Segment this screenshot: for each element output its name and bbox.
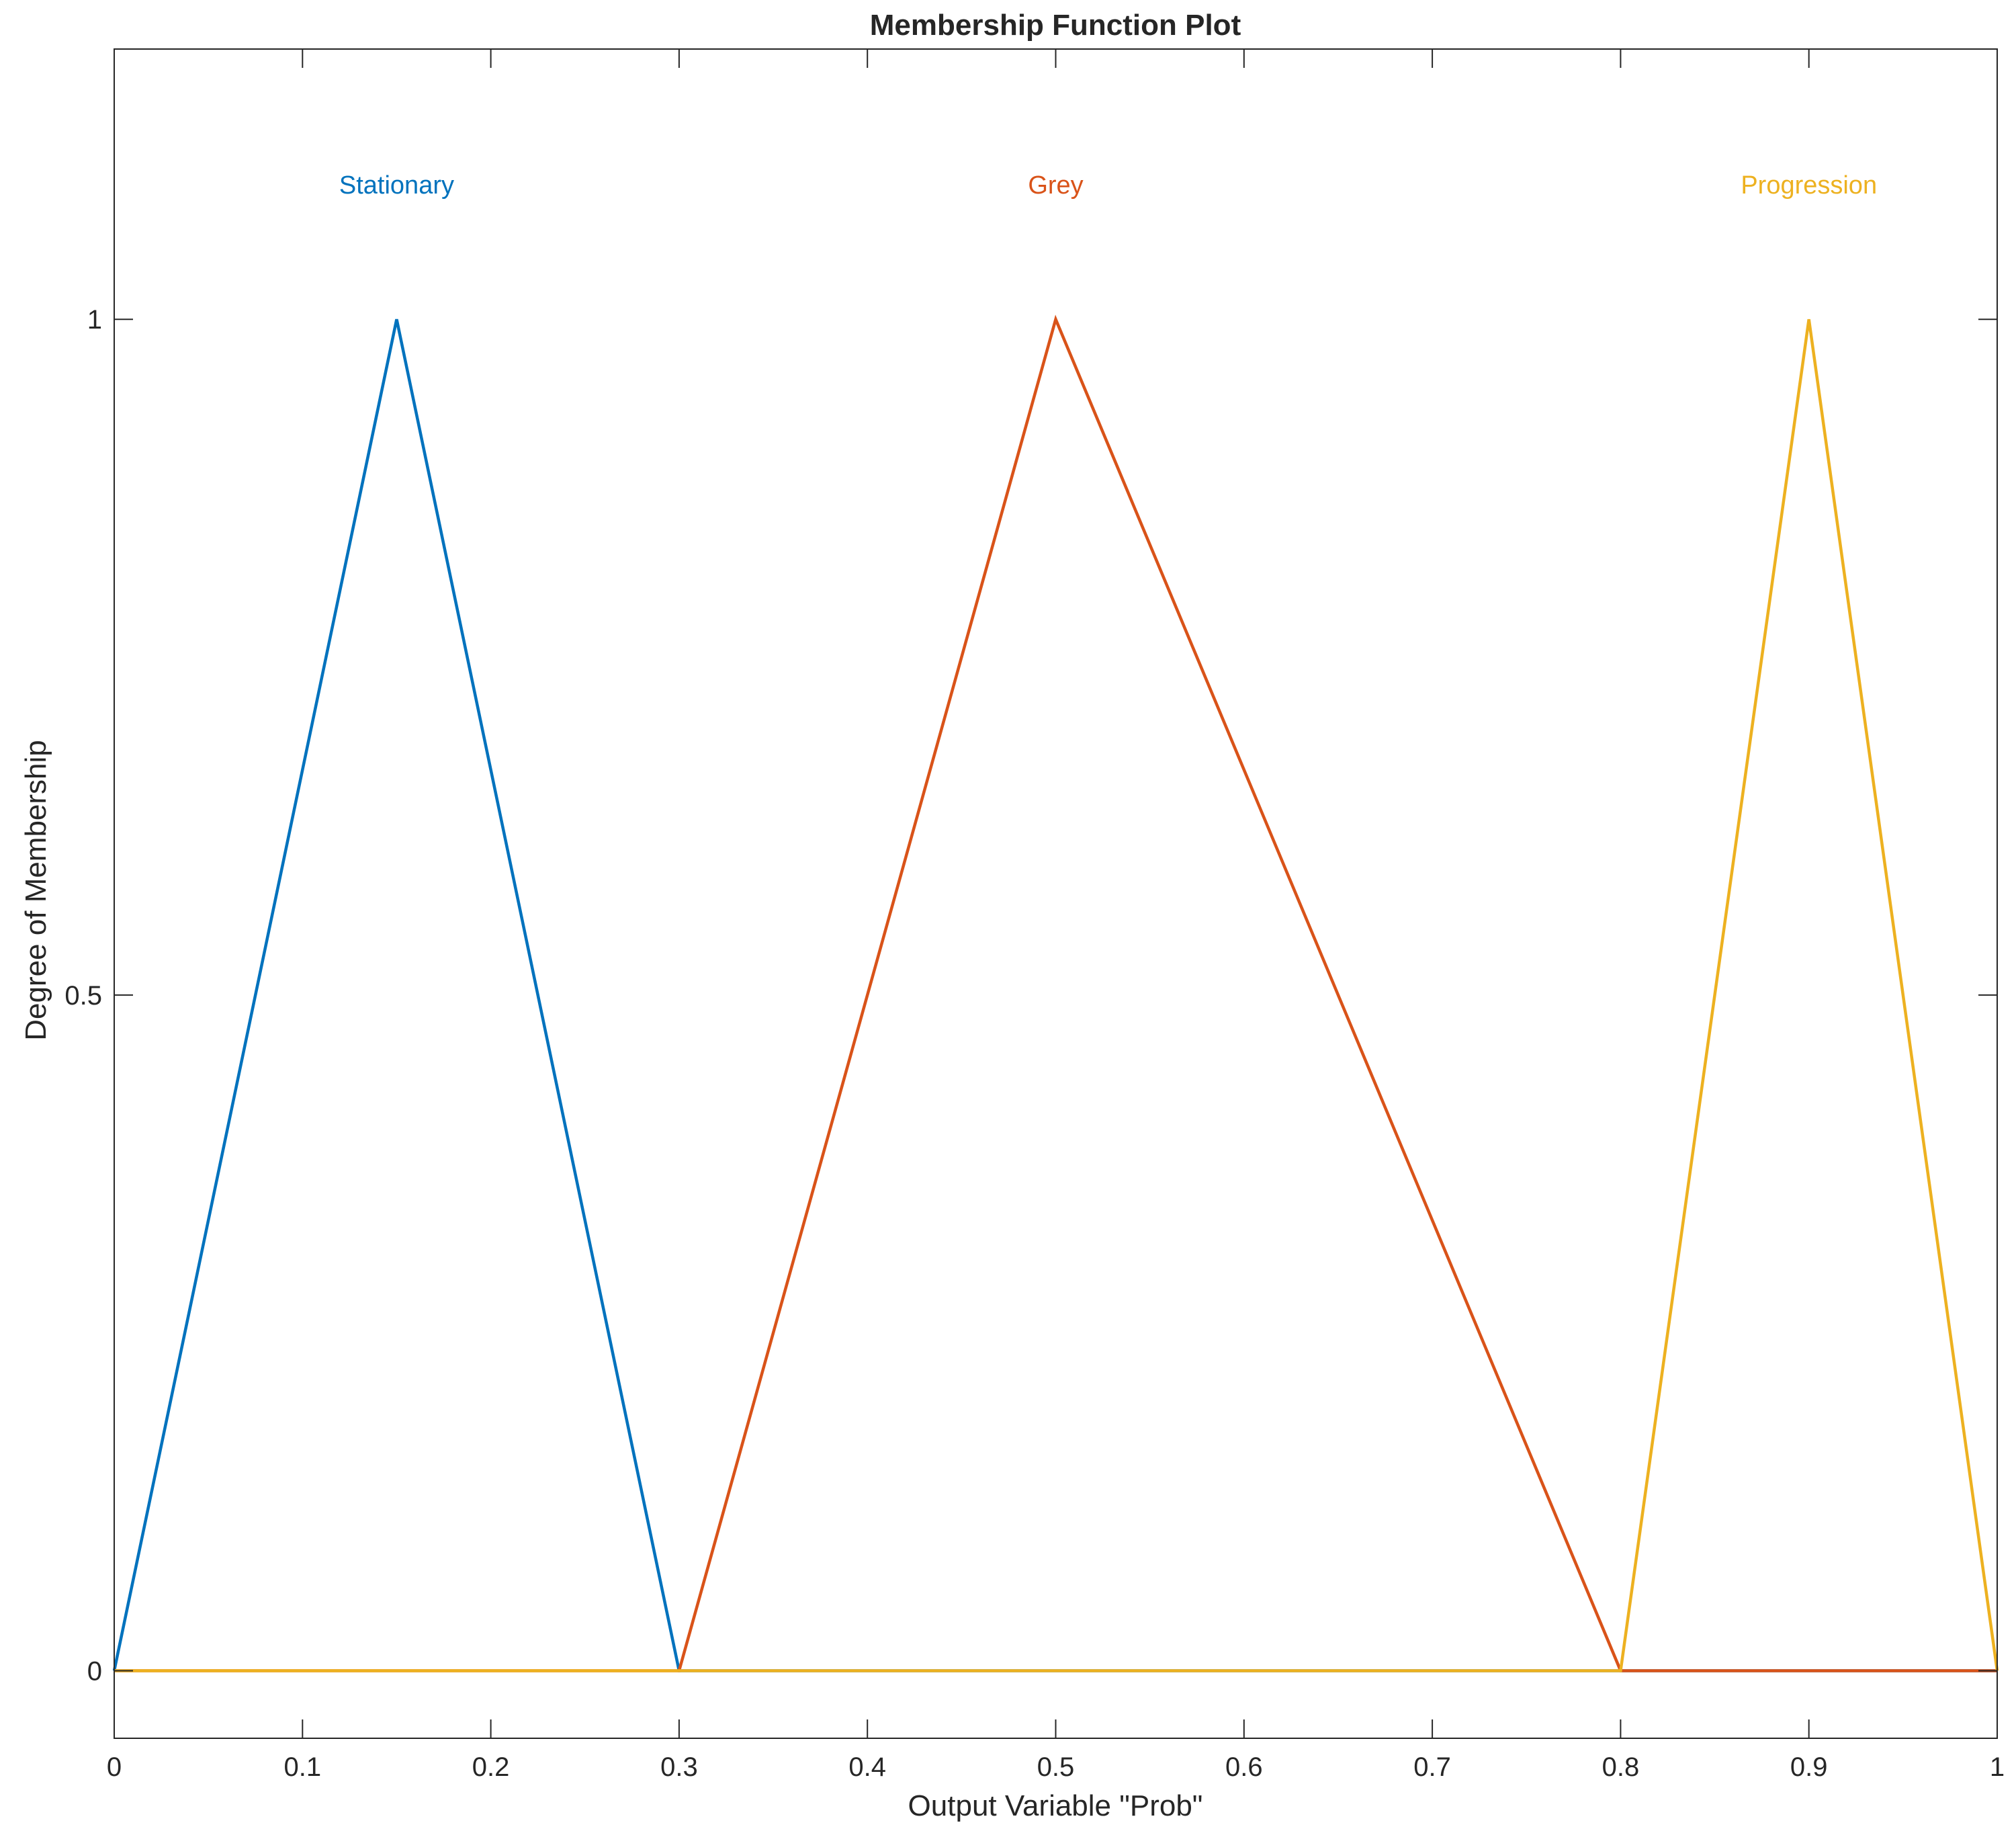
series-line-progression: [114, 318, 1999, 1672]
x-tick-label: 0.6: [1225, 1752, 1263, 1782]
series-layer: [112, 314, 1999, 1672]
x-tick-label: 0.2: [472, 1752, 510, 1782]
y-tick-label: 0.5: [64, 981, 102, 1011]
x-tick-label: 0.4: [848, 1752, 886, 1782]
chart-title: Membership Function Plot: [870, 9, 1241, 42]
y-tick-label: 0: [87, 1656, 102, 1686]
x-tick-label: 0.3: [660, 1752, 698, 1782]
x-tick-label: 0.5: [1037, 1752, 1075, 1782]
x-tick-label: 0.7: [1413, 1752, 1451, 1782]
y-axis-label: Degree of Membership: [19, 740, 52, 1041]
x-tick-label: 0.1: [283, 1752, 321, 1782]
series-label-progression: Progression: [1741, 171, 1877, 200]
x-tick-label: 0.8: [1602, 1752, 1640, 1782]
series-label-grey: Grey: [1028, 171, 1083, 200]
axes-layer: 0 0.1 0.2 0.3 0.4 0.5 0.6 0.7 0.8 0.9 1 0 0.5 1: [64, 48, 2005, 1782]
x-tick-label: 1: [1990, 1752, 2005, 1782]
annotation-layer: Stationary Grey Progression: [339, 171, 1877, 200]
series-label-stationary: Stationary: [339, 171, 454, 200]
x-tick-label: 0: [107, 1752, 122, 1782]
x-axis-label: Output Variable "Prob": [908, 1789, 1203, 1822]
x-tick-label: 0.9: [1790, 1752, 1828, 1782]
y-tick-label: 1: [87, 305, 102, 335]
